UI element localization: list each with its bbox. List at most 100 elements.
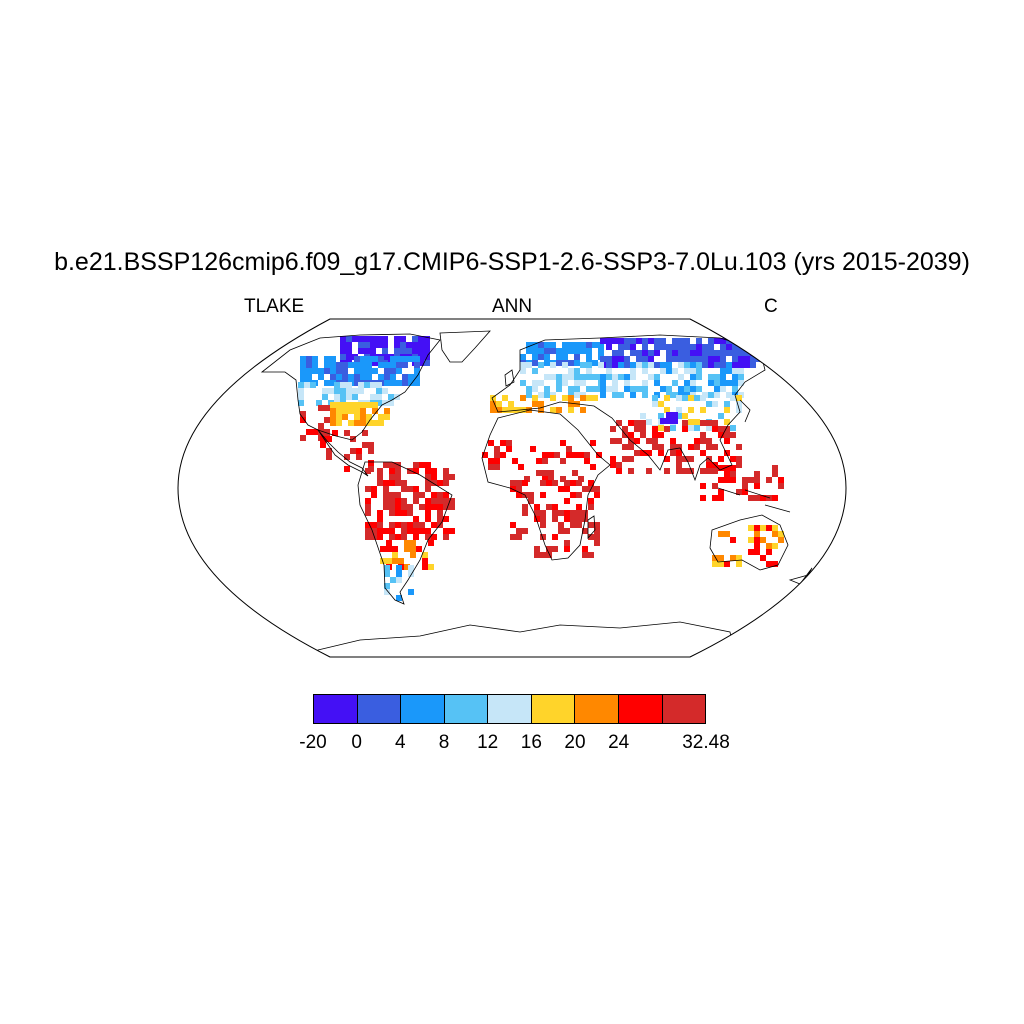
- field-cell: [652, 401, 658, 407]
- field-cell: [708, 338, 714, 344]
- field-cell: [366, 374, 372, 380]
- field-cell: [640, 420, 646, 426]
- coastline-antarctica: [317, 621, 736, 657]
- colorbar-tick-label: 4: [395, 732, 406, 753]
- field-cell: [766, 561, 772, 567]
- field-cell: [730, 471, 736, 477]
- field-cell: [538, 401, 544, 407]
- colorbar: [313, 694, 706, 724]
- field-cell: [413, 516, 419, 522]
- colorbar-swatch-2: [401, 695, 445, 723]
- field-cell: [736, 462, 742, 468]
- field-cell: [528, 498, 534, 504]
- field-cell: [528, 492, 534, 498]
- field-cell: [628, 432, 634, 438]
- field-cell: [340, 394, 346, 400]
- field-cell: [612, 350, 618, 356]
- field-cell: [624, 374, 630, 380]
- field-cell: [606, 362, 612, 368]
- field-cell: [594, 522, 600, 528]
- field-cell: [700, 395, 706, 401]
- field-cell: [738, 356, 744, 362]
- field-cell: [395, 504, 401, 510]
- field-cell: [724, 531, 730, 537]
- field-cell: [682, 395, 688, 401]
- field-cell: [642, 350, 648, 356]
- field-cell: [520, 368, 526, 374]
- field-cell: [336, 420, 342, 426]
- field-cell: [360, 408, 366, 414]
- field-cell: [726, 344, 732, 350]
- field-cell: [660, 418, 666, 424]
- field-cell: [622, 432, 628, 438]
- field-cell: [642, 338, 648, 344]
- field-cell: [574, 386, 580, 392]
- field-cell: [552, 510, 558, 516]
- field-cell: [730, 456, 736, 462]
- field-cell: [574, 360, 580, 366]
- field-cell: [636, 338, 642, 344]
- field-cell: [377, 480, 383, 486]
- field-cell: [377, 474, 383, 480]
- field-cell: [720, 386, 726, 392]
- field-cell: [518, 464, 524, 470]
- field-cell: [396, 565, 402, 571]
- field-cell: [370, 348, 376, 354]
- field-cell: [772, 525, 778, 531]
- field-cell: [550, 348, 556, 354]
- field-cell: [742, 477, 748, 483]
- field-cell: [376, 336, 382, 342]
- coastline-australia: [709, 514, 789, 571]
- field-cell: [738, 350, 744, 356]
- field-cell: [720, 350, 726, 356]
- field-cell: [449, 474, 455, 480]
- field-cell: [516, 534, 522, 540]
- field-cell: [682, 468, 688, 474]
- field-cell: [532, 368, 538, 374]
- field-cell: [712, 444, 718, 450]
- field-cell: [418, 342, 424, 348]
- field-cell: [772, 495, 778, 501]
- colorbar-swatch-0: [314, 695, 358, 723]
- field-cell: [378, 420, 384, 426]
- field-cell: [384, 374, 390, 380]
- field-cell: [340, 342, 346, 348]
- field-cell: [365, 522, 371, 528]
- field-cell: [646, 419, 652, 425]
- field-cell: [654, 362, 660, 368]
- field-cell: [389, 510, 395, 516]
- coastline-new-zealand: [788, 567, 813, 585]
- field-cell: [318, 374, 324, 380]
- field-cell: [642, 368, 648, 374]
- field-cell: [324, 362, 330, 368]
- field-cell: [306, 356, 312, 362]
- field-cell: [634, 420, 640, 426]
- field-cell: [384, 565, 390, 571]
- field-cell: [496, 407, 502, 413]
- field-cell: [336, 368, 342, 374]
- field-cell: [688, 419, 694, 425]
- field-cell: [526, 362, 532, 368]
- field-cell: [330, 408, 336, 414]
- field-cell: [648, 356, 654, 362]
- field-cell: [564, 540, 570, 546]
- field-cell: [738, 380, 744, 386]
- field-cell: [642, 362, 648, 368]
- field-cell: [690, 356, 696, 362]
- field-cell: [778, 531, 784, 537]
- field-cell: [542, 470, 548, 476]
- field-cell: [402, 380, 408, 386]
- field-cell: [413, 534, 419, 540]
- field-cell: [408, 356, 414, 362]
- field-cell: [364, 382, 370, 388]
- field-cell: [390, 577, 396, 583]
- field-cell: [550, 342, 556, 348]
- field-cell: [576, 516, 582, 522]
- field-cell: [744, 344, 750, 350]
- field-cell: [556, 380, 562, 386]
- field-cell: [684, 368, 690, 374]
- field-cell: [396, 577, 402, 583]
- field-cell: [407, 522, 413, 528]
- field-cell: [298, 388, 304, 394]
- field-cell: [354, 402, 360, 408]
